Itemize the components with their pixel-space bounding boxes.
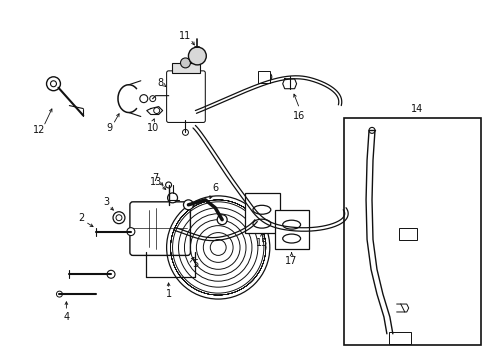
Circle shape [113,212,125,224]
Bar [275,210,310,249]
Text: 13: 13 [149,177,162,187]
Text: 5: 5 [192,259,198,269]
Text: 10: 10 [147,123,159,134]
Ellipse shape [253,205,271,214]
Text: 12: 12 [33,125,46,135]
Circle shape [107,270,115,278]
Circle shape [189,47,206,65]
Bar [258,71,270,83]
Circle shape [183,200,194,210]
Text: 9: 9 [106,123,112,134]
Text: 17: 17 [286,256,298,266]
Circle shape [127,228,135,235]
Circle shape [369,127,375,133]
Bar [399,228,416,239]
FancyBboxPatch shape [167,71,205,122]
FancyBboxPatch shape [130,202,191,255]
Circle shape [182,129,189,135]
Text: 8: 8 [158,78,164,88]
Text: 3: 3 [103,197,109,207]
Text: 11: 11 [179,31,192,41]
Text: 7: 7 [152,173,159,183]
Circle shape [166,182,171,188]
Circle shape [264,73,272,81]
Circle shape [56,291,62,297]
Text: 16: 16 [294,111,306,121]
Circle shape [180,58,191,68]
Circle shape [116,215,122,221]
Text: 2: 2 [78,213,84,223]
Circle shape [140,95,148,103]
Text: 1: 1 [166,289,171,299]
Text: 14: 14 [411,104,423,113]
Text: 6: 6 [212,183,218,193]
Ellipse shape [253,219,271,228]
Bar [172,63,200,73]
Text: 4: 4 [63,312,70,322]
Bar [245,193,280,233]
Bar [344,118,481,345]
Bar [389,332,411,344]
Ellipse shape [283,234,300,243]
Circle shape [217,215,227,225]
Circle shape [50,81,56,87]
Circle shape [168,193,177,203]
Circle shape [47,77,60,91]
Ellipse shape [283,220,300,229]
Text: 15: 15 [256,238,268,248]
Circle shape [150,96,156,102]
Circle shape [154,108,160,113]
